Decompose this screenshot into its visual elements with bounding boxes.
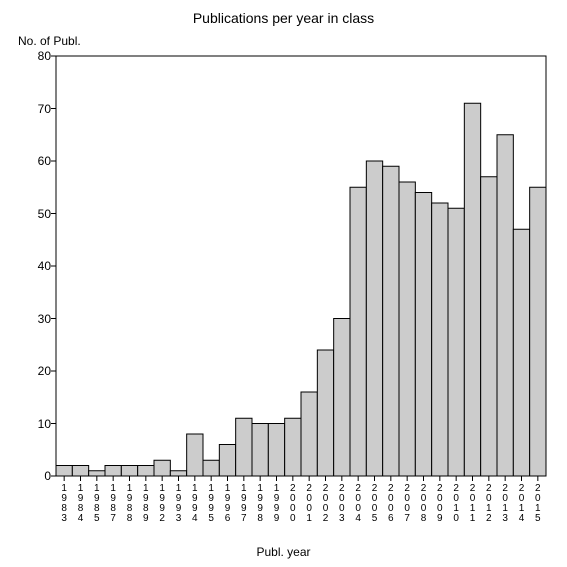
x-tick-label: 2015 [534,484,542,524]
bar [121,466,137,477]
x-tick-label: 2000 [289,484,297,524]
bar [203,460,219,476]
bar [72,466,88,477]
bar [56,466,72,477]
x-tick-label: 2007 [403,484,411,524]
x-tick-label: 2014 [518,484,526,524]
bar [383,166,399,476]
x-tick-label: 2008 [420,484,428,524]
plot-svg [56,56,546,476]
x-tick-label: 1989 [142,484,150,524]
x-tick-label: 1998 [256,484,264,524]
bar [317,350,333,476]
chart-title: Publications per year in class [0,10,567,26]
x-tick-label: 2010 [452,484,460,524]
x-tick-label: 2005 [371,484,379,524]
bar [432,203,448,476]
y-tick-label: 0 [11,469,51,483]
x-tick-label: 2002 [322,484,330,524]
x-tick-label: 1983 [60,484,68,524]
bar [285,418,301,476]
plot-area [56,56,546,476]
x-tick-label: 2003 [338,484,346,524]
x-tick-label: 1992 [158,484,166,524]
bar [187,434,203,476]
x-axis-title: Publ. year [0,545,567,559]
bar [268,424,284,477]
y-tick-label: 70 [11,102,51,116]
x-tick-label: 2006 [387,484,395,524]
bar [497,135,513,476]
y-tick-label: 10 [11,417,51,431]
x-tick-label: 1994 [191,484,199,524]
chart-container: Publications per year in class No. of Pu… [0,0,567,567]
bar [301,392,317,476]
bar [530,187,546,476]
bar [89,471,105,476]
bar [252,424,268,477]
y-tick-label: 60 [11,154,51,168]
bar [350,187,366,476]
bar [399,182,415,476]
x-tick-label: 2009 [436,484,444,524]
bar [236,418,252,476]
x-tick-label: 2013 [501,484,509,524]
y-axis-title: No. of Publ. [18,34,81,48]
bar [464,103,480,476]
y-tick-label: 50 [11,207,51,221]
bar [154,460,170,476]
bar [513,229,529,476]
bar [138,466,154,477]
x-tick-label: 1993 [175,484,183,524]
y-tick-label: 20 [11,364,51,378]
x-tick-label: 2011 [469,484,477,524]
bar [219,445,235,477]
x-tick-label: 1999 [273,484,281,524]
x-tick-label: 1985 [93,484,101,524]
y-tick-label: 80 [11,49,51,63]
bar [415,193,431,477]
x-tick-label: 1988 [126,484,134,524]
bar [170,471,186,476]
x-tick-label: 1995 [207,484,215,524]
x-tick-label: 1987 [109,484,117,524]
bar [334,319,350,477]
y-tick-label: 40 [11,259,51,273]
bar [481,177,497,476]
x-tick-label: 2004 [354,484,362,524]
bar [366,161,382,476]
x-tick-label: 1996 [224,484,232,524]
x-tick-label: 1997 [240,484,248,524]
bar [105,466,121,477]
x-tick-label: 2012 [485,484,493,524]
y-tick-label: 30 [11,312,51,326]
x-tick-label: 1984 [77,484,85,524]
x-tick-label: 2001 [305,484,313,524]
bar [448,208,464,476]
